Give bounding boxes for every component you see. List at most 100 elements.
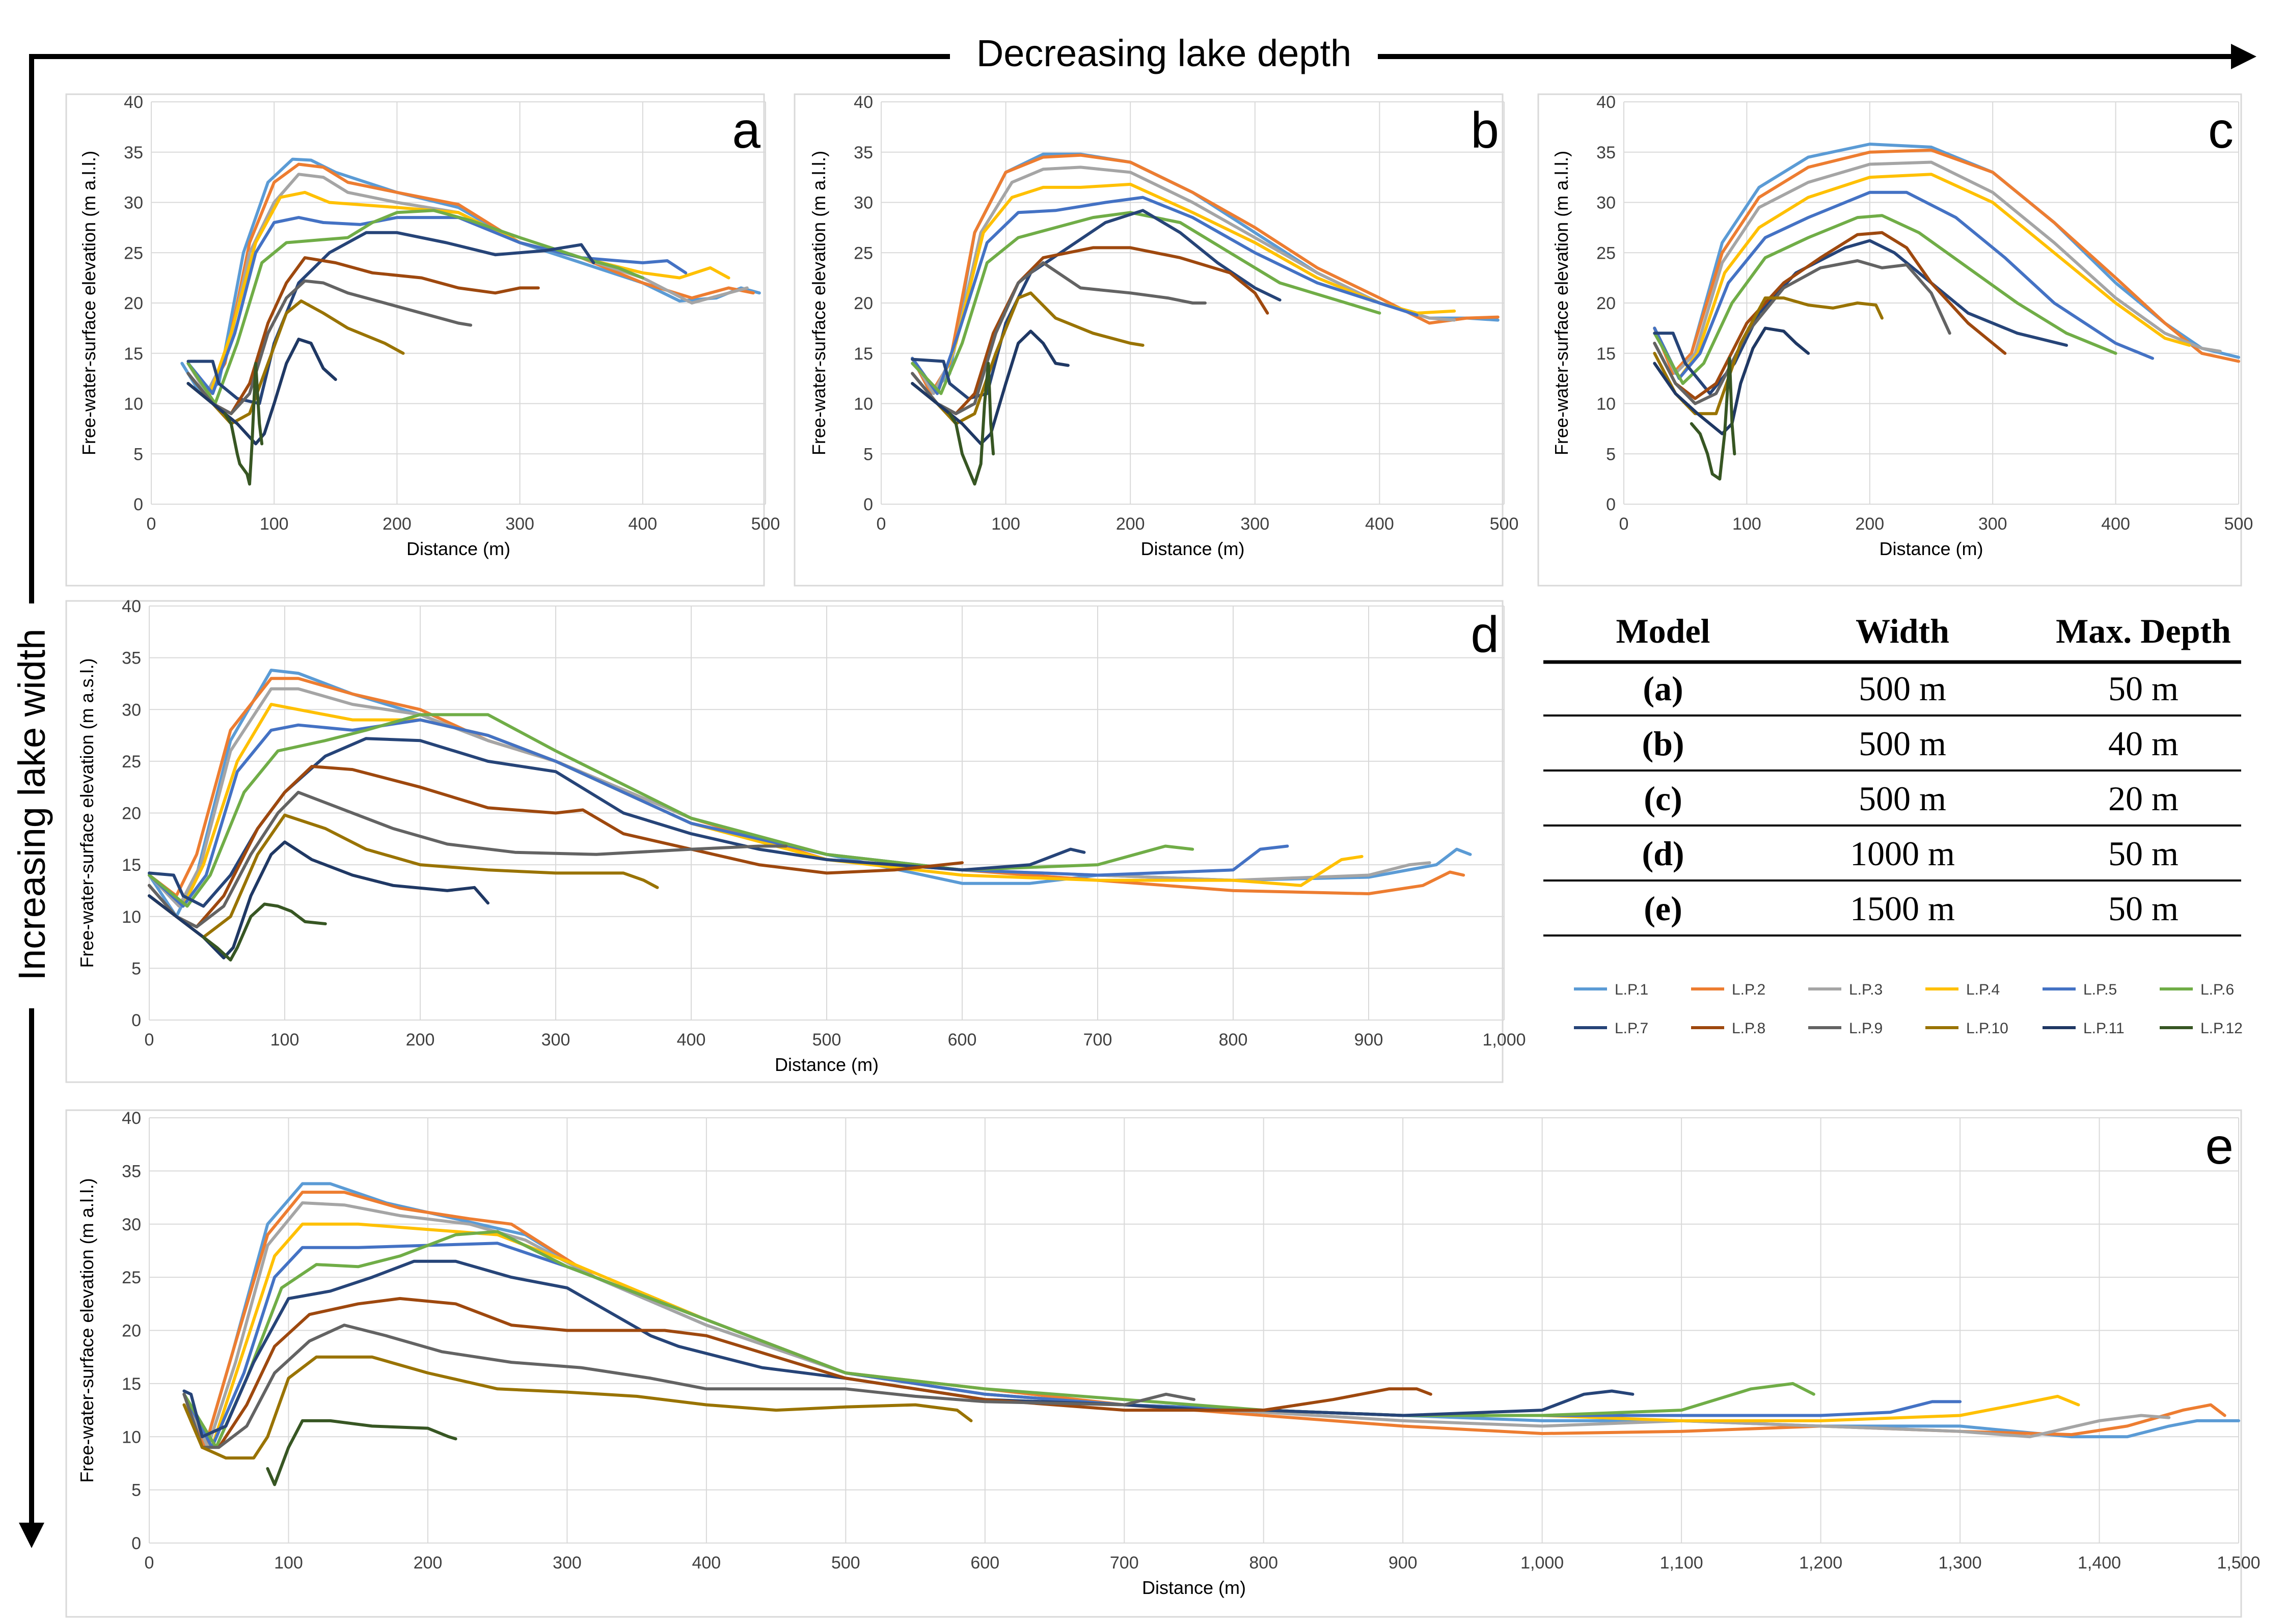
x-tick-label: 400	[1365, 514, 1394, 534]
series-line-l-p-12	[223, 362, 264, 486]
y-tick-label: 15	[122, 856, 141, 875]
legend-item: L.P.1	[1574, 981, 1648, 998]
y-tick-label: 40	[854, 93, 873, 112]
series-line-l-p-6	[911, 211, 1381, 395]
y-tick-label: 25	[124, 243, 143, 263]
series-line-l-p-4	[182, 1222, 2080, 1449]
x-tick-label: 200	[1116, 514, 1145, 534]
x-tick-label: 100	[1732, 514, 1761, 534]
table-row: (a) 500 m 50 m	[1643, 669, 2179, 708]
series-line-l-p-5	[182, 1242, 1962, 1449]
x-tick-label: 600	[970, 1553, 999, 1573]
series-line-l-p-12	[202, 902, 327, 962]
legend-label: L.P.3	[1849, 981, 1883, 998]
series-line-l-p-6	[182, 1230, 1815, 1449]
side-arrow: Increasing lake width	[11, 54, 53, 1548]
panel-frame	[65, 600, 1504, 1083]
x-tick-label: 0	[1619, 514, 1629, 534]
legend-item: L.P.8	[1691, 1020, 1765, 1037]
series-line-l-p-4	[1653, 173, 2191, 380]
series-line-l-p-2	[186, 162, 755, 395]
table-cell-width: 500 m	[1859, 669, 1946, 708]
y-tick-label: 15	[854, 344, 873, 364]
x-axis-label: Distance (m)	[775, 1054, 879, 1075]
panel-frame	[1537, 93, 2242, 587]
x-tick-label: 400	[628, 514, 657, 534]
x-tick-label: 800	[1249, 1553, 1278, 1573]
table-cell-model: (c)	[1644, 779, 1682, 818]
x-tick-label: 100	[274, 1553, 303, 1573]
y-tick-label: 35	[122, 1162, 141, 1181]
x-tick-label: 1,100	[1660, 1553, 1703, 1573]
x-tick-label: 300	[541, 1030, 570, 1050]
legend-item: L.P.9	[1808, 1020, 1883, 1037]
table-cell-depth: 50 m	[2108, 669, 2179, 708]
x-tick-label: 0	[877, 514, 886, 534]
table-header-width: Width	[1856, 612, 1949, 650]
y-tick-label: 20	[1596, 294, 1616, 313]
x-axis-label: Distance (m)	[406, 538, 510, 559]
series-line-l-p-10	[186, 299, 405, 425]
x-tick-label: 500	[1490, 514, 1519, 534]
x-tick-label: 1,400	[2078, 1553, 2121, 1573]
y-tick-label: 5	[133, 445, 143, 464]
x-tick-label: 900	[1354, 1030, 1383, 1050]
y-tick-label: 5	[1606, 445, 1616, 464]
series-line-l-p-5	[1653, 190, 2154, 380]
x-tick-label: 200	[414, 1553, 443, 1573]
top-arrow: Decreasing lake depth	[30, 32, 2256, 74]
y-tick-label: 30	[122, 1215, 141, 1234]
x-tick-label: 500	[812, 1030, 841, 1050]
table-cell-model: (b)	[1642, 724, 1684, 763]
y-tick-label: 40	[124, 93, 143, 112]
series-line-l-p-7	[148, 737, 1086, 908]
series-line-l-p-9	[186, 279, 473, 416]
y-tick-label: 30	[124, 194, 143, 213]
y-tick-label: 0	[1606, 495, 1616, 514]
series-line-l-p-10	[911, 291, 1145, 425]
x-tick-label: 0	[145, 1030, 154, 1050]
series-line-l-p-1	[911, 152, 1500, 395]
table-cell-model: (e)	[1644, 889, 1682, 928]
series-line-l-p-9	[1653, 259, 1951, 405]
series-line-l-p-3	[148, 687, 1431, 908]
table-cell-depth: 20 m	[2108, 779, 2179, 818]
series-line-l-p-11	[1653, 326, 1810, 435]
series-line-l-p-2	[148, 677, 1465, 898]
series-line-l-p-12	[1690, 356, 1736, 481]
legend-item: L.P.4	[1925, 981, 2000, 998]
legend-label: L.P.7	[1615, 1020, 1648, 1037]
x-tick-label: 500	[2224, 514, 2253, 534]
y-tick-label: 40	[1596, 93, 1616, 112]
y-tick-label: 25	[1596, 243, 1616, 263]
legend-item: L.P.11	[2043, 1020, 2125, 1037]
x-tick-label: 900	[1389, 1553, 1418, 1573]
x-tick-label: 400	[692, 1553, 721, 1573]
legend-item: L.P.12	[2160, 1020, 2243, 1037]
x-tick-label: 200	[383, 514, 412, 534]
y-tick-label: 30	[854, 194, 873, 213]
y-axis-label: Free-water-surface elevation (m a.l.l.)	[808, 151, 829, 455]
y-axis-label: Free-water-surface elevation (m a.l.l.)	[78, 151, 99, 455]
x-tick-label: 300	[505, 514, 534, 534]
panel-frame	[65, 1109, 2242, 1618]
x-tick-label: 500	[751, 514, 780, 534]
table-cell-width: 1500 m	[1850, 889, 1955, 928]
series-line-l-p-8	[1653, 231, 2007, 400]
series-line-l-p-7	[186, 231, 595, 405]
series-line-l-p-9	[182, 1324, 1195, 1449]
series-line-l-p-10	[148, 813, 659, 939]
x-tick-label: 0	[147, 514, 156, 534]
legend-label: L.P.10	[1966, 1020, 2008, 1037]
series-line-l-p-12	[266, 1419, 457, 1487]
top-arrow-label: Decreasing lake depth	[976, 32, 1351, 74]
legend-item: L.P.7	[1574, 1020, 1648, 1037]
y-tick-label: 25	[122, 752, 141, 772]
legend-label: L.P.4	[1966, 981, 2000, 998]
y-tick-label: 40	[122, 1109, 141, 1128]
series-line-l-p-11	[911, 329, 1070, 446]
x-tick-label: 700	[1110, 1553, 1139, 1573]
series-line-l-p-12	[948, 362, 995, 486]
